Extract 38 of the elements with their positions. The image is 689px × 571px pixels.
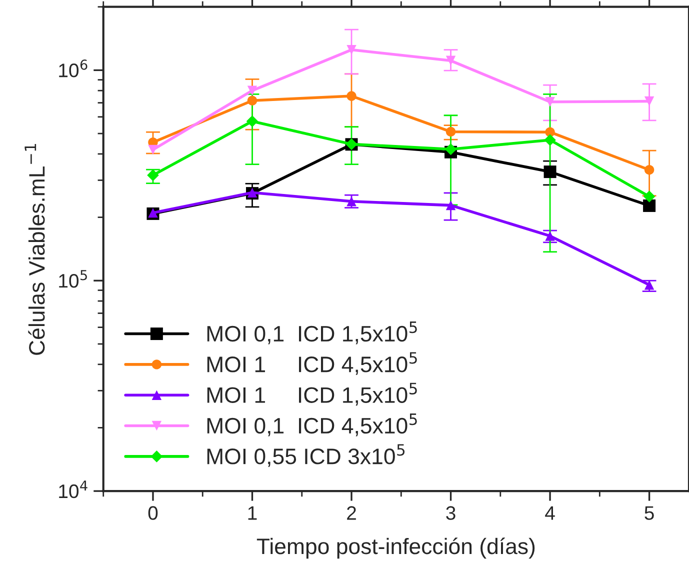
legend-label: MOI 0,1 ICD 1,5x10$^{5}$	[207, 322, 417, 344]
legend-label: MOI 0,55 ICD 3x10$^{5}$	[207, 444, 405, 467]
x-axis-title: Tiempo post-infección (días)	[256, 538, 535, 559]
legend-label: MOI 0,1 ICD 4,5x10$^{5}$	[207, 414, 417, 436]
point	[346, 196, 356, 206]
point	[446, 126, 456, 137]
point	[148, 144, 158, 155]
y-tick-label: 10$^{5}$	[59, 270, 87, 288]
point	[147, 169, 159, 182]
point	[446, 56, 456, 66]
point	[545, 231, 555, 241]
x-tick-label: 2	[347, 506, 356, 520]
legend-label: MOI 1 ICD 1,5x10$^{5}$	[207, 382, 417, 406]
x-tick-label: 5	[644, 506, 654, 520]
point	[446, 200, 456, 210]
point	[246, 115, 258, 128]
point	[644, 165, 654, 175]
point	[643, 190, 656, 202]
point	[247, 96, 258, 106]
y-tick-label: 10$^{6}$	[59, 60, 88, 78]
point	[444, 143, 457, 156]
point	[346, 91, 356, 101]
x-tick-label: 0	[148, 506, 158, 520]
legend-label: MOI 1 ICD 4,5x10$^{5}$	[207, 352, 417, 375]
y-tick-label: 10$^{4}$	[59, 480, 88, 498]
point	[545, 97, 555, 107]
point	[644, 96, 654, 106]
point	[644, 280, 654, 290]
x-tick-label: 4	[545, 506, 555, 520]
x-tick-label: 3	[446, 506, 456, 520]
point	[247, 188, 258, 198]
point	[346, 44, 356, 55]
point	[247, 86, 258, 96]
point	[544, 134, 556, 146]
point	[643, 199, 656, 212]
point	[544, 166, 556, 178]
y-axis-title: Células Viables.mL$^{−1}$	[24, 144, 45, 355]
x-tick-label: 1	[248, 506, 257, 520]
